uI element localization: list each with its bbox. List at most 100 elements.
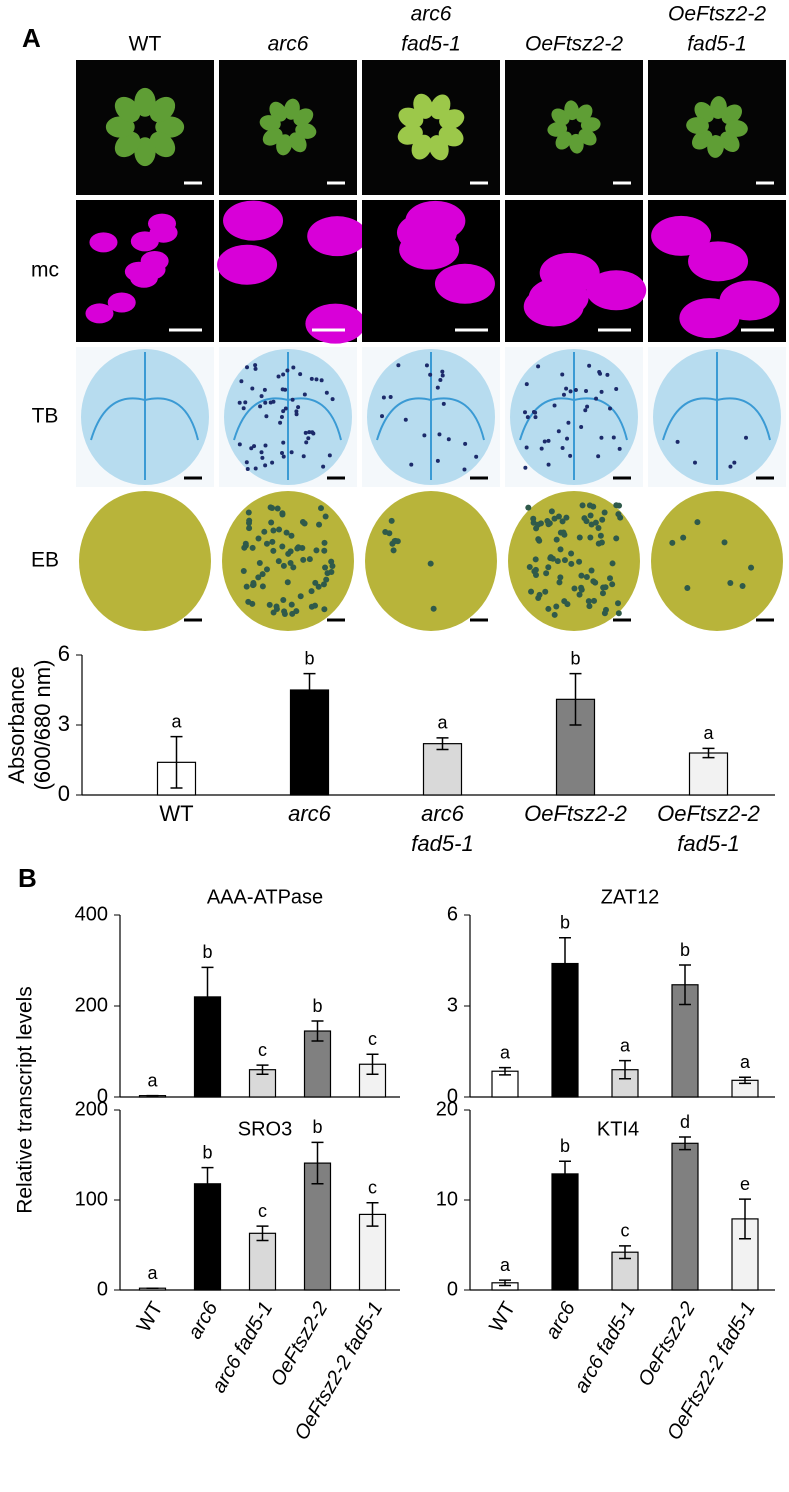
bar [688,752,729,796]
y-tick-label: 3 [447,994,458,1016]
y-tick-label: 10 [436,1188,458,1210]
tb-spot [301,454,306,459]
eb-spot [557,546,564,553]
eb-spot [535,521,542,528]
tb-spot [440,373,445,378]
significance-letter: c [368,1029,377,1049]
bar [422,743,463,796]
eb-spot [554,558,561,565]
eb-spot [274,505,281,512]
eb-spot [536,591,543,598]
tb-spot [249,446,254,451]
tb-spot [253,466,258,471]
eb-spot [601,509,608,516]
eb-spot [269,505,276,512]
eb-spot [261,528,268,535]
error-bar [366,1053,379,1075]
bar [358,1213,387,1291]
x-tick-label: WT [133,1298,168,1336]
eb-spot [616,502,623,509]
eb-spot [551,515,558,522]
tb-spot [542,439,547,444]
leaf [293,108,314,126]
chloroplast [586,270,647,311]
bar [303,1030,332,1098]
tb-spot [596,454,601,459]
tb-spot [441,401,446,406]
tb-spot [327,453,332,458]
eb-spot [250,579,257,586]
tb-spot [285,368,290,373]
eb-spot [557,574,564,581]
eb-spot [533,572,540,579]
eb-spot [561,531,568,538]
significance-letter: b [304,648,314,668]
tb-spot [250,386,255,391]
tb-spot [263,400,268,405]
eb-spot [266,601,273,608]
eb-spot [255,574,262,581]
tb-spot [280,451,285,456]
tb-spot [310,430,315,435]
eb-spot [320,581,327,588]
eb-spot [306,556,313,563]
tb-spot [744,435,749,440]
eb-spot [301,520,308,527]
chloroplast [149,222,178,243]
significance-letter: c [258,1201,267,1221]
x-tick-label: arc6 [184,1297,223,1342]
tb-spot [283,387,288,392]
eb-spot [246,525,253,532]
tb-spot [579,424,584,429]
x-tick-label: arc6 [541,1297,580,1342]
eb-spot [568,560,575,567]
eb-spot [321,606,328,613]
y-tick-label: 0 [97,1278,108,1300]
chloroplast [688,241,749,282]
error-bar [702,747,715,759]
image-grid [76,60,786,631]
eb-spot [293,608,300,615]
eb-spot [559,518,566,525]
error-bar [311,1141,324,1185]
chart-title: SRO3 [238,1118,292,1140]
column-header: OeFtsz2-2 [668,3,766,26]
eb-spot [315,583,322,590]
bar [289,689,330,796]
eb-spot [321,547,328,554]
eb-spot [587,512,594,519]
error-bar [559,937,571,991]
chloroplast [651,215,712,256]
eb-spot [532,556,539,563]
eb-spot [544,518,551,525]
x-tick-label: arc6 fad5-1 [570,1298,640,1397]
chart-title: ZAT12 [601,886,660,908]
tb-spot [552,403,557,408]
error-bar [256,1064,269,1075]
tb-spot [583,408,588,413]
y-tick-label: 100 [75,1188,108,1210]
eb-spot [748,564,755,571]
eb-spot [588,567,595,574]
tb-spot [298,372,303,377]
tb-spot [409,462,414,467]
significance-letter: d [680,1112,690,1132]
eb-spot [386,530,393,537]
tb-spot [599,389,604,394]
eb-spot [270,547,277,554]
significance-letter: b [570,648,580,668]
leaf [692,129,713,150]
tb-vein [233,352,342,480]
eb-spot [599,590,606,597]
eb-spot [308,603,315,610]
significance-letter: b [202,1142,212,1162]
eb-spot [694,519,701,526]
tb-spot [428,372,433,377]
eb-spot [609,581,616,588]
tb-spot [396,363,401,368]
bar [671,1142,699,1291]
chloroplast [307,216,368,257]
tb-spot [237,442,242,447]
tb-spot [279,415,284,420]
eb-spot [553,536,560,543]
